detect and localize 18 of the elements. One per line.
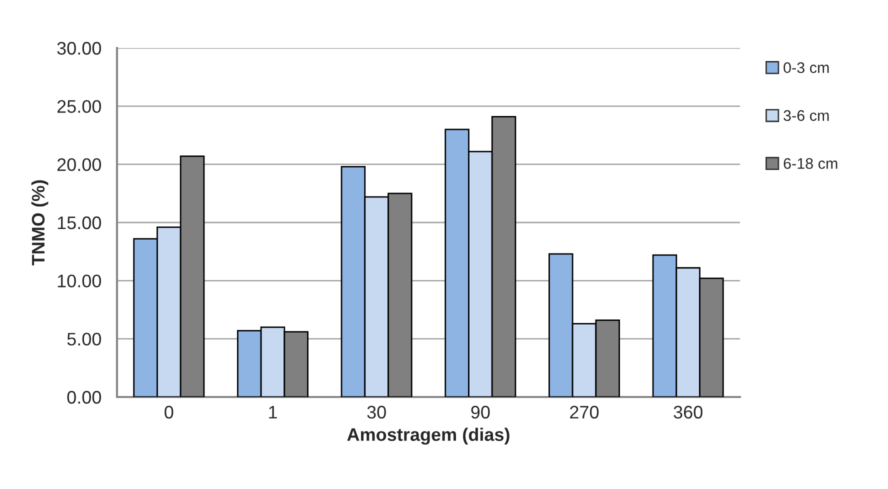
legend-label: 3-6 cm: [784, 110, 829, 121]
x-tick-label: 270: [570, 406, 599, 419]
x-tick-label: 360: [674, 406, 702, 419]
x-axis-title: Amostragem (dias): [347, 428, 510, 445]
y-tick-label: 15.00: [58, 216, 102, 230]
y-tick-label: 5.00: [67, 332, 102, 346]
y-tick-label: 20.00: [57, 158, 102, 172]
legend-label: 6-18 cm: [784, 158, 838, 169]
x-tick-label: 30: [367, 406, 386, 419]
x-tick-label: 90: [471, 406, 490, 419]
x-tick-label: 0: [164, 406, 174, 419]
x-tick-label: 1: [269, 406, 277, 418]
y-tick-label: 10.00: [58, 274, 102, 288]
y-axis-title: TNMO (%): [31, 180, 48, 266]
y-tick-label: 0.00: [67, 390, 102, 404]
y-tick-label: 25.00: [57, 100, 102, 113]
y-tick-label: 30.00: [57, 42, 102, 55]
legend-label: 0-3 cm: [784, 62, 829, 74]
